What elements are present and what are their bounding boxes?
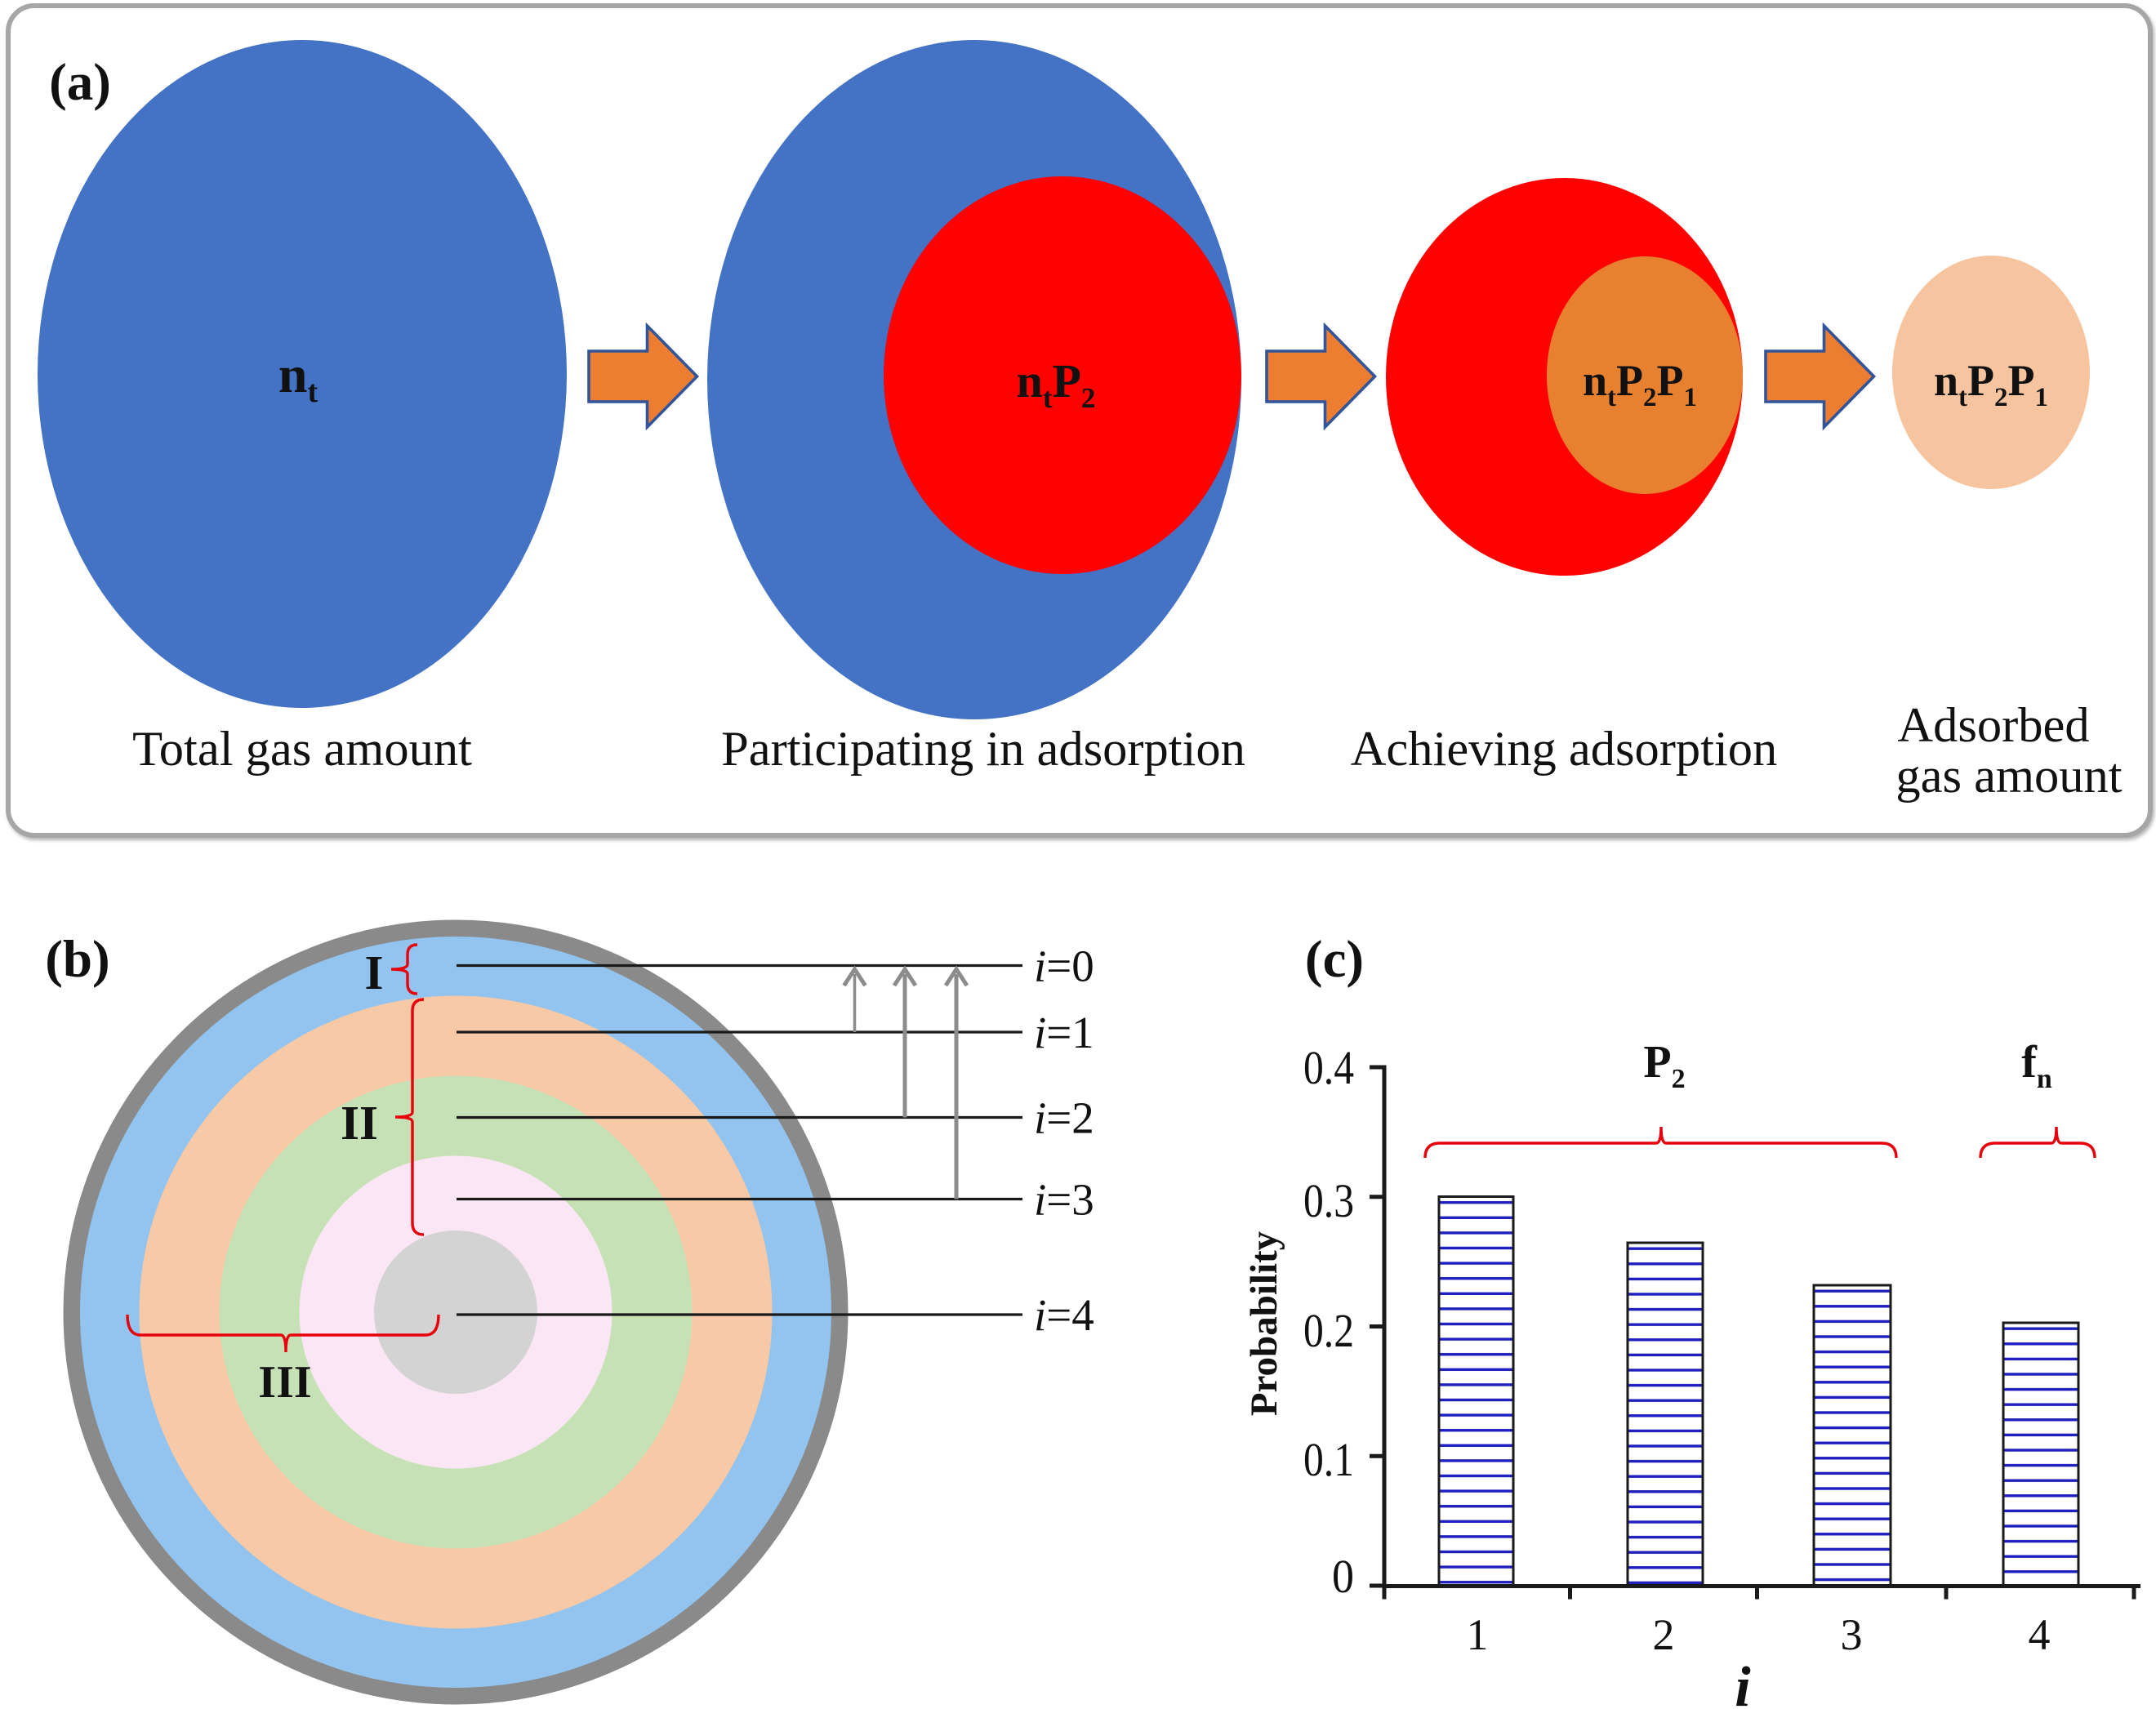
svg-text:P2: P2 [1643,1037,1685,1094]
svg-text:0.2: 0.2 [1303,1304,1354,1357]
svg-text:I: I [365,946,384,999]
svg-text:III: III [258,1357,311,1408]
svg-text:ntP2P1: ntP2P1 [1583,356,1697,412]
svg-text:0.1: 0.1 [1303,1433,1354,1486]
svg-text:ntP2: ntP2 [1017,354,1096,414]
svg-text:Total gas amount: Total gas amount [132,722,472,777]
svg-text:i=4: i=4 [1034,1290,1094,1340]
svg-text:(c): (c) [1305,930,1364,989]
svg-text:1: 1 [1467,1610,1489,1659]
svg-text:Participating in adsorption: Participating in adsorption [721,722,1245,777]
svg-text:Achieving adsorption: Achieving adsorption [1351,722,1778,777]
svg-text:i=0: i=0 [1034,941,1094,991]
svg-text:3: 3 [1841,1610,1863,1659]
svg-text:i=3: i=3 [1034,1175,1094,1225]
svg-text:II: II [341,1096,378,1150]
svg-text:0: 0 [1332,1550,1354,1603]
svg-text:i=1: i=1 [1034,1008,1094,1057]
svg-text:Probability: Probability [1243,1231,1285,1416]
svg-text:Adsorbed: Adsorbed [1897,698,2089,753]
svg-text:2: 2 [1653,1610,1675,1659]
svg-text:i=2: i=2 [1034,1093,1094,1143]
svg-text:0.4: 0.4 [1303,1041,1354,1094]
svg-text:4: 4 [2029,1610,2051,1659]
svg-text:(a): (a) [49,53,111,112]
svg-text:gas amount: gas amount [1895,749,2122,803]
svg-text:ntP2P1: ntP2P1 [1934,356,2048,412]
svg-text:0.3: 0.3 [1303,1174,1354,1227]
svg-text:(b): (b) [45,930,109,989]
svg-text:i: i [1735,1656,1751,1709]
